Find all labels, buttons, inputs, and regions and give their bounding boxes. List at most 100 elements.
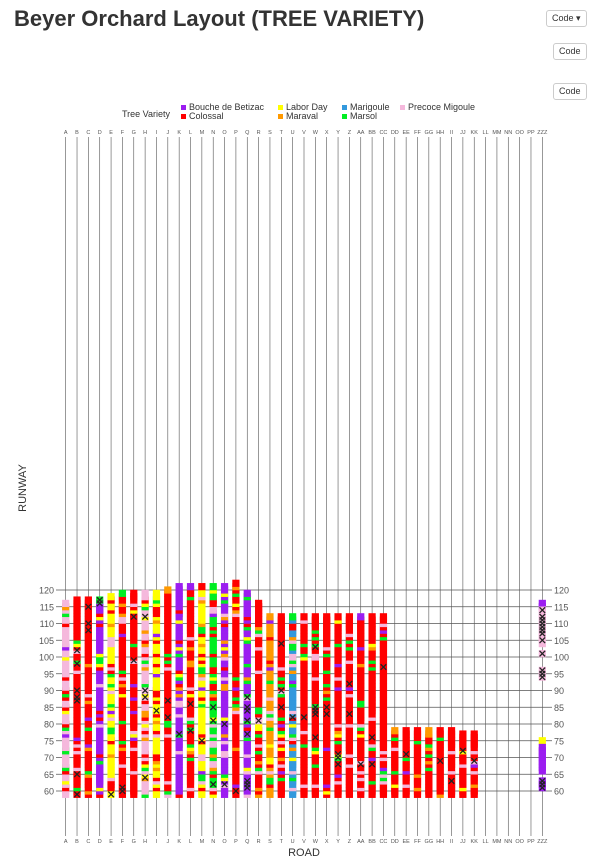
x-tick-label-top: I bbox=[156, 130, 158, 136]
x-tick-label-top: BB bbox=[368, 130, 376, 136]
y-tick-label-right: 110 bbox=[554, 619, 568, 629]
y-tick-label-right: 85 bbox=[554, 703, 564, 713]
x-tick-label-bottom: Z bbox=[348, 839, 352, 845]
x-tick-label-bottom: GG bbox=[425, 839, 434, 845]
x-tick-label-bottom: U bbox=[291, 839, 295, 845]
dead-tree-stroke bbox=[255, 717, 262, 724]
tree-cell bbox=[198, 583, 206, 591]
tree-cell bbox=[255, 599, 263, 607]
x-tick-label-top: HH bbox=[436, 130, 444, 136]
x-tick-label-top: AA bbox=[357, 130, 365, 136]
tree-cell bbox=[538, 767, 546, 775]
dead-tree-marker bbox=[73, 791, 81, 798]
tree-cell bbox=[277, 613, 285, 621]
x-tick-label-top: F bbox=[121, 130, 125, 136]
x-axis-label: ROAD bbox=[288, 847, 320, 859]
x-tick-label-top: T bbox=[280, 130, 284, 136]
x-tick-label-top: E bbox=[109, 130, 113, 136]
tree-cell bbox=[311, 613, 319, 621]
dead-tree-stroke bbox=[278, 687, 285, 694]
x-tick-label-top: U bbox=[291, 130, 295, 136]
x-tick-label-top: Q bbox=[245, 130, 250, 136]
dead-tree-stroke bbox=[346, 680, 353, 688]
dead-tree-stroke bbox=[73, 770, 81, 778]
y-tick-label-left: 120 bbox=[39, 586, 54, 596]
x-tick-label-bottom: BB bbox=[368, 839, 376, 845]
tree-cell bbox=[289, 613, 297, 621]
y-tick-label-right: 60 bbox=[554, 787, 564, 797]
legend-key-ms bbox=[342, 114, 347, 119]
legend-label: Bouche de Betizac bbox=[189, 102, 265, 112]
dead-tree-marker bbox=[323, 703, 330, 711]
dead-tree-marker bbox=[300, 714, 308, 721]
x-tick-label-bottom: K bbox=[177, 839, 181, 845]
x-tick-label-bottom: FF bbox=[414, 839, 421, 845]
dead-tree-marker bbox=[357, 760, 365, 768]
code-button[interactable]: Code bbox=[553, 43, 587, 60]
dead-tree-stroke bbox=[459, 747, 467, 755]
dead-tree-marker bbox=[198, 737, 206, 745]
dead-tree-stroke bbox=[73, 647, 81, 654]
tree-cell bbox=[84, 596, 92, 604]
x-tick-label-bottom: I bbox=[156, 839, 158, 845]
dead-tree-stroke bbox=[85, 626, 92, 634]
dead-tree-marker bbox=[334, 754, 342, 761]
tree-cell bbox=[107, 593, 115, 601]
dead-tree-stroke bbox=[85, 603, 92, 611]
x-tick-label-top: ZZZ bbox=[537, 130, 548, 136]
y-tick-label-left: 70 bbox=[44, 753, 54, 763]
x-tick-label-bottom: CC bbox=[379, 839, 387, 845]
x-tick-label-bottom: C bbox=[86, 839, 90, 845]
legend-key-bb bbox=[181, 105, 186, 110]
dead-tree-marker bbox=[470, 757, 478, 765]
tree-cell bbox=[62, 599, 70, 607]
x-tick-label-bottom: PP bbox=[527, 839, 535, 845]
dead-tree-marker bbox=[141, 687, 149, 694]
dead-tree-stroke bbox=[141, 687, 149, 694]
dead-tree-stroke bbox=[539, 636, 546, 644]
tree-cell bbox=[345, 613, 353, 621]
y-tick-label-right: 90 bbox=[554, 686, 564, 696]
dead-tree-marker bbox=[539, 630, 546, 637]
y-tick-label-right: 105 bbox=[554, 636, 569, 646]
x-tick-label-top: N bbox=[211, 130, 215, 136]
x-tick-label-bottom: X bbox=[325, 839, 329, 845]
legend-key-pm bbox=[400, 105, 405, 110]
dead-tree-stroke bbox=[539, 630, 546, 637]
y-tick-label-right: 65 bbox=[554, 770, 564, 780]
x-tick-label-bottom: ZZZ bbox=[537, 839, 548, 845]
dead-tree-stroke bbox=[402, 750, 410, 758]
x-tick-label-top: R bbox=[257, 130, 261, 136]
dead-tree-marker bbox=[141, 693, 149, 701]
dead-tree-marker bbox=[141, 774, 149, 781]
dead-tree-stroke bbox=[130, 657, 138, 664]
x-tick-label-bottom: P bbox=[234, 839, 238, 845]
dead-tree-stroke bbox=[243, 717, 251, 724]
chart-axes: AABBCCDDEEFFGGHHIIJJKKLLMMNNOOPPQQRRSSTT… bbox=[39, 130, 569, 845]
dead-tree-marker bbox=[153, 707, 160, 714]
dead-tree-stroke bbox=[334, 754, 342, 761]
x-tick-label-top: Z bbox=[348, 130, 352, 136]
x-tick-label-top: DD bbox=[391, 130, 399, 136]
tree-cell bbox=[447, 727, 456, 735]
x-tick-label-top: C bbox=[86, 130, 90, 136]
dead-tree-stroke bbox=[221, 781, 228, 788]
y-tick-label-left: 105 bbox=[39, 636, 54, 646]
dead-tree-stroke bbox=[85, 620, 92, 627]
tree-cell bbox=[152, 589, 161, 597]
dead-tree-marker bbox=[243, 717, 251, 724]
dead-tree-marker bbox=[164, 697, 172, 704]
x-tick-label-bottom: N bbox=[211, 839, 215, 845]
dead-tree-marker bbox=[289, 714, 296, 721]
dead-tree-marker bbox=[119, 787, 126, 795]
y-tick-label-right: 115 bbox=[554, 602, 568, 612]
tree-cell bbox=[538, 640, 546, 648]
dead-tree-stroke bbox=[278, 703, 285, 711]
dead-tree-stroke bbox=[243, 693, 251, 701]
x-tick-label-top: PP bbox=[527, 130, 535, 136]
legend-label: Marigoule bbox=[350, 102, 390, 112]
code-dropdown-button[interactable]: Code ▾ bbox=[546, 10, 587, 27]
code-button-2[interactable]: Code bbox=[553, 83, 587, 100]
legend-key-ld bbox=[278, 105, 283, 110]
x-tick-label-top: P bbox=[234, 130, 238, 136]
